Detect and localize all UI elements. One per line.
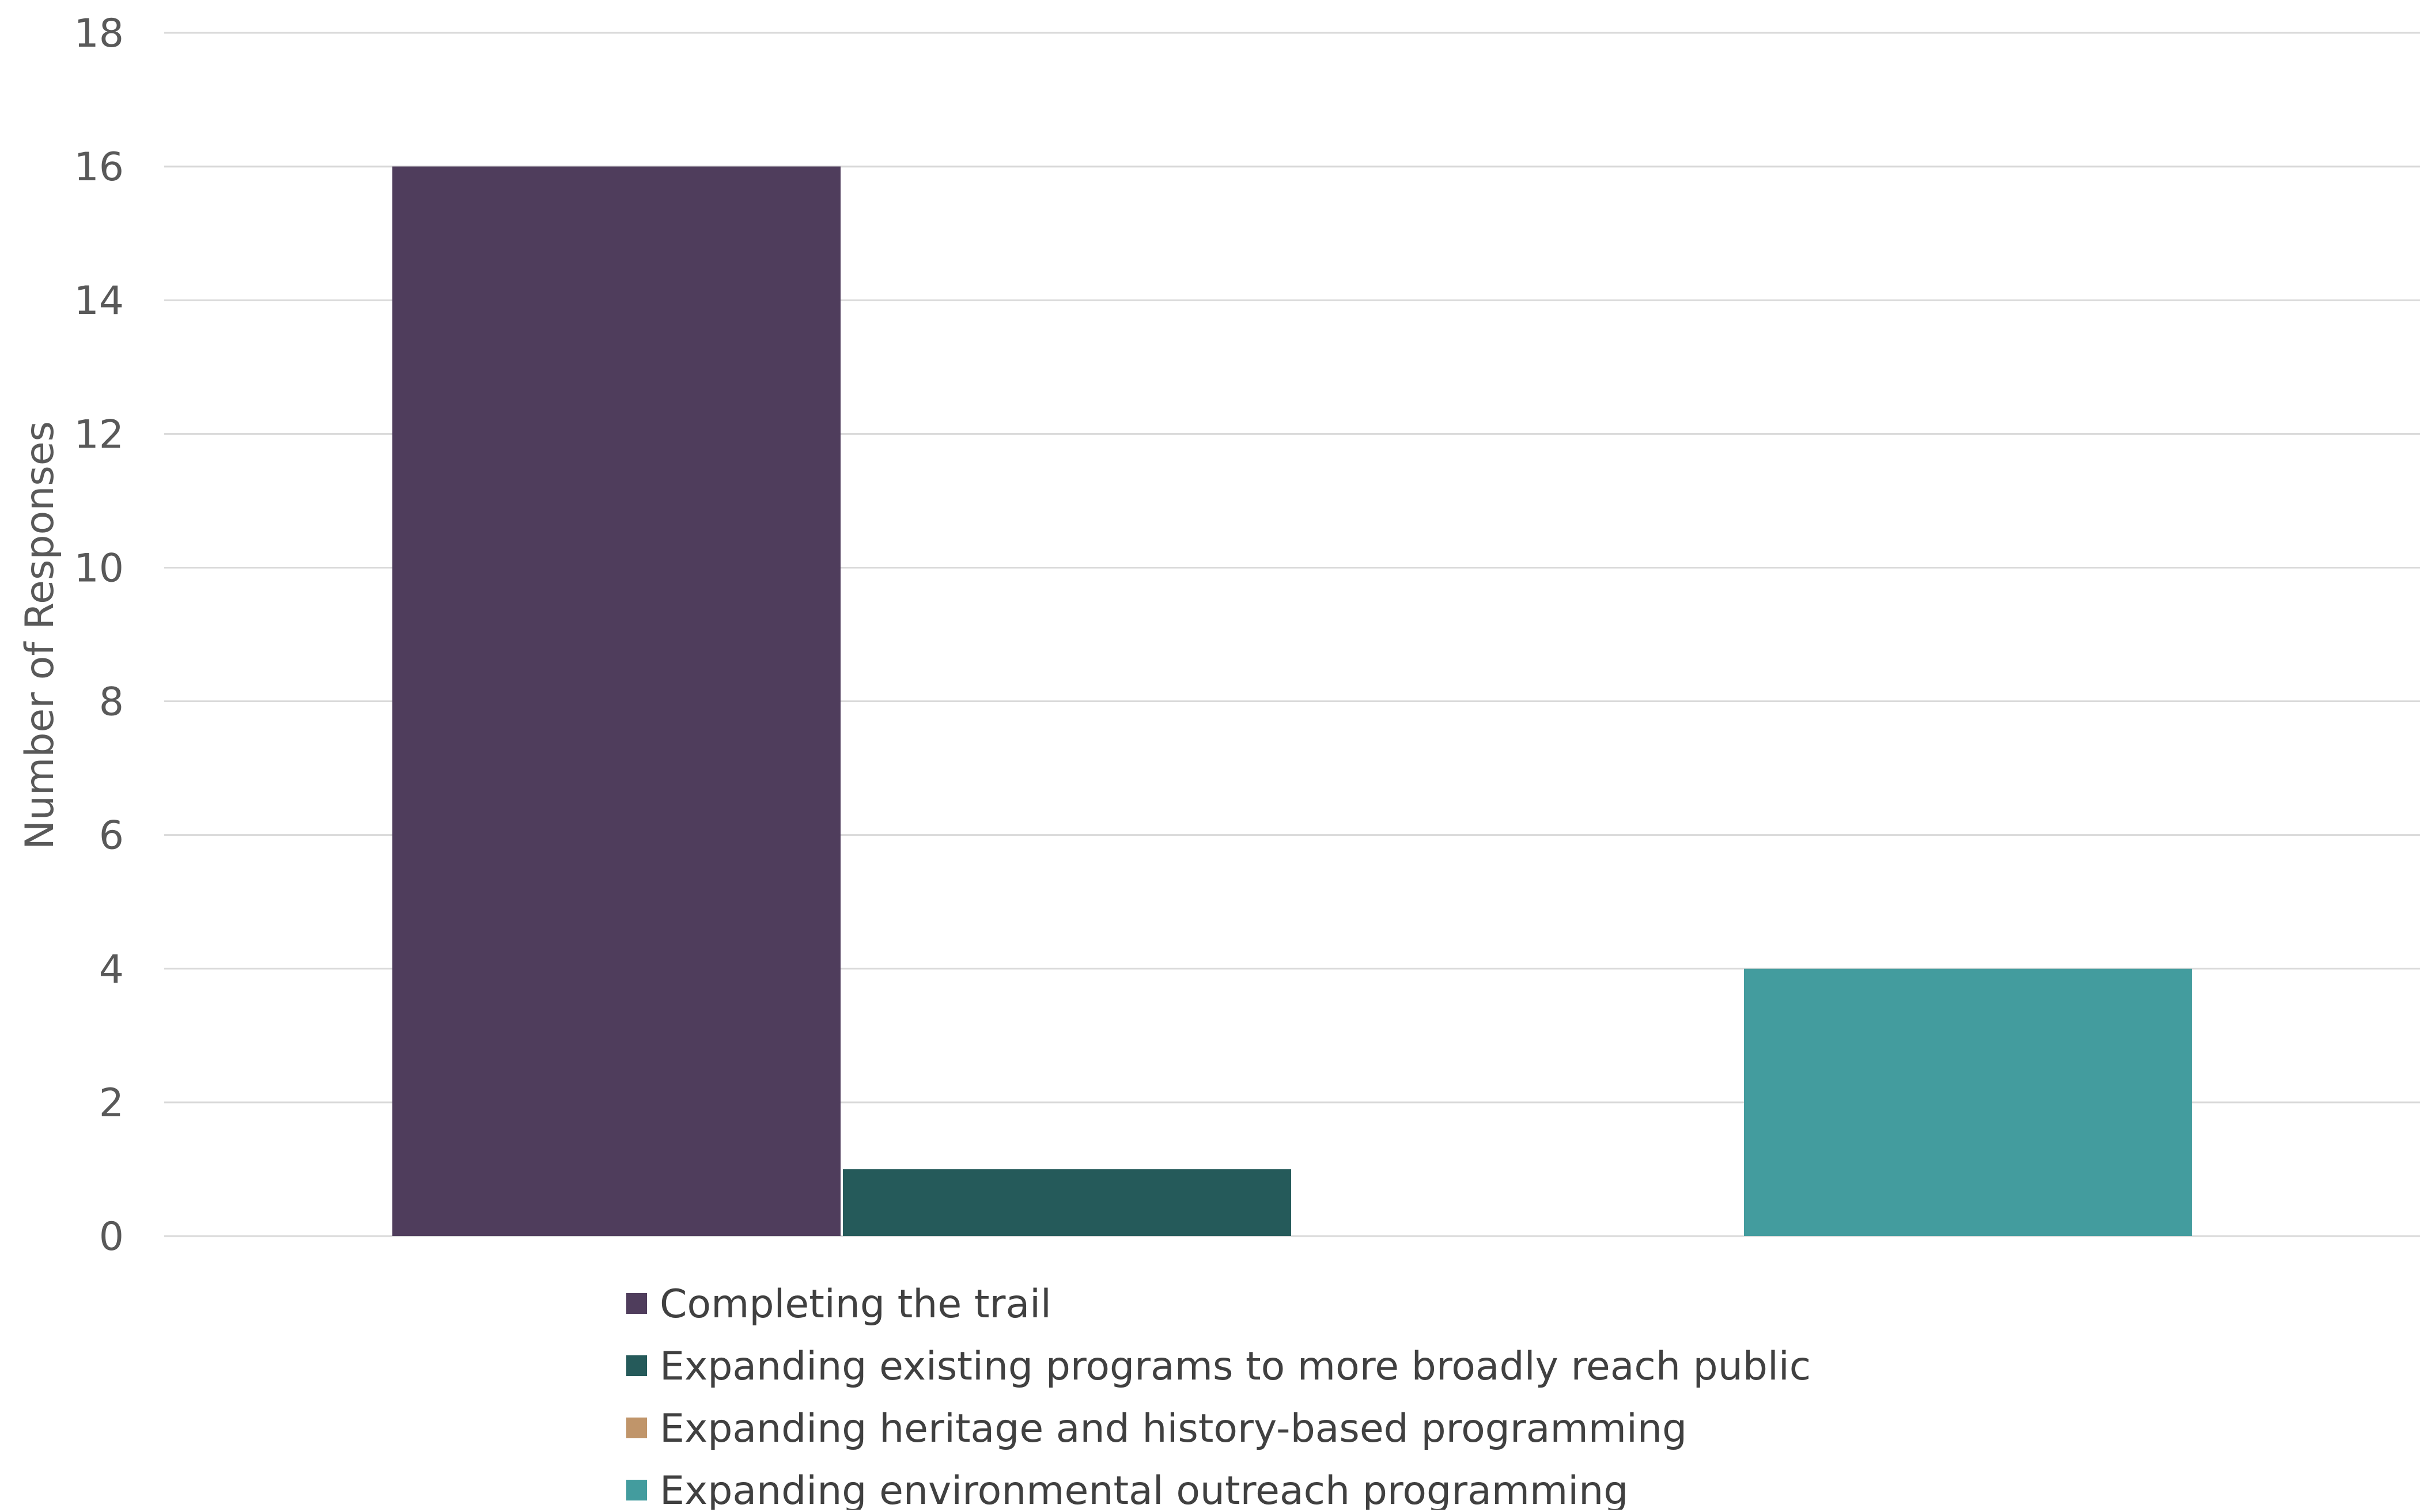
- y-tick-label: 14: [74, 278, 124, 324]
- y-tick-label: 18: [74, 11, 124, 56]
- y-tick-label: 8: [99, 680, 124, 725]
- y-axis-label: Number of Responses: [17, 421, 63, 850]
- legend-label: Expanding environmental outreach program…: [660, 1468, 1628, 1510]
- bars: [392, 166, 2192, 1237]
- y-tick-label: 10: [74, 545, 124, 591]
- legend-swatch: [626, 1355, 647, 1376]
- y-tick-label: 4: [99, 947, 124, 992]
- y-tick-label: 0: [99, 1214, 124, 1260]
- legend-swatch: [626, 1293, 647, 1314]
- y-tick-label: 6: [99, 813, 124, 859]
- legend-swatch: [626, 1418, 647, 1438]
- y-tick-label: 12: [74, 412, 124, 457]
- y-axis-ticks: 0 2 4 6 8 10 12 14 16 18: [74, 11, 124, 1260]
- legend-label: Expanding heritage and history-based pro…: [660, 1406, 1687, 1452]
- legend-label: Expanding existing programs to more broa…: [660, 1344, 1811, 1389]
- bar: [843, 1169, 1291, 1236]
- bar: [392, 166, 841, 1237]
- bar: [1744, 968, 2192, 1236]
- y-tick-label: 2: [99, 1081, 124, 1126]
- legend-swatch: [626, 1480, 647, 1500]
- y-tick-label: 16: [74, 145, 124, 190]
- legend-label: Completing the trail: [660, 1282, 1051, 1327]
- legend: Completing the trail Expanding existing p…: [626, 1282, 1811, 1512]
